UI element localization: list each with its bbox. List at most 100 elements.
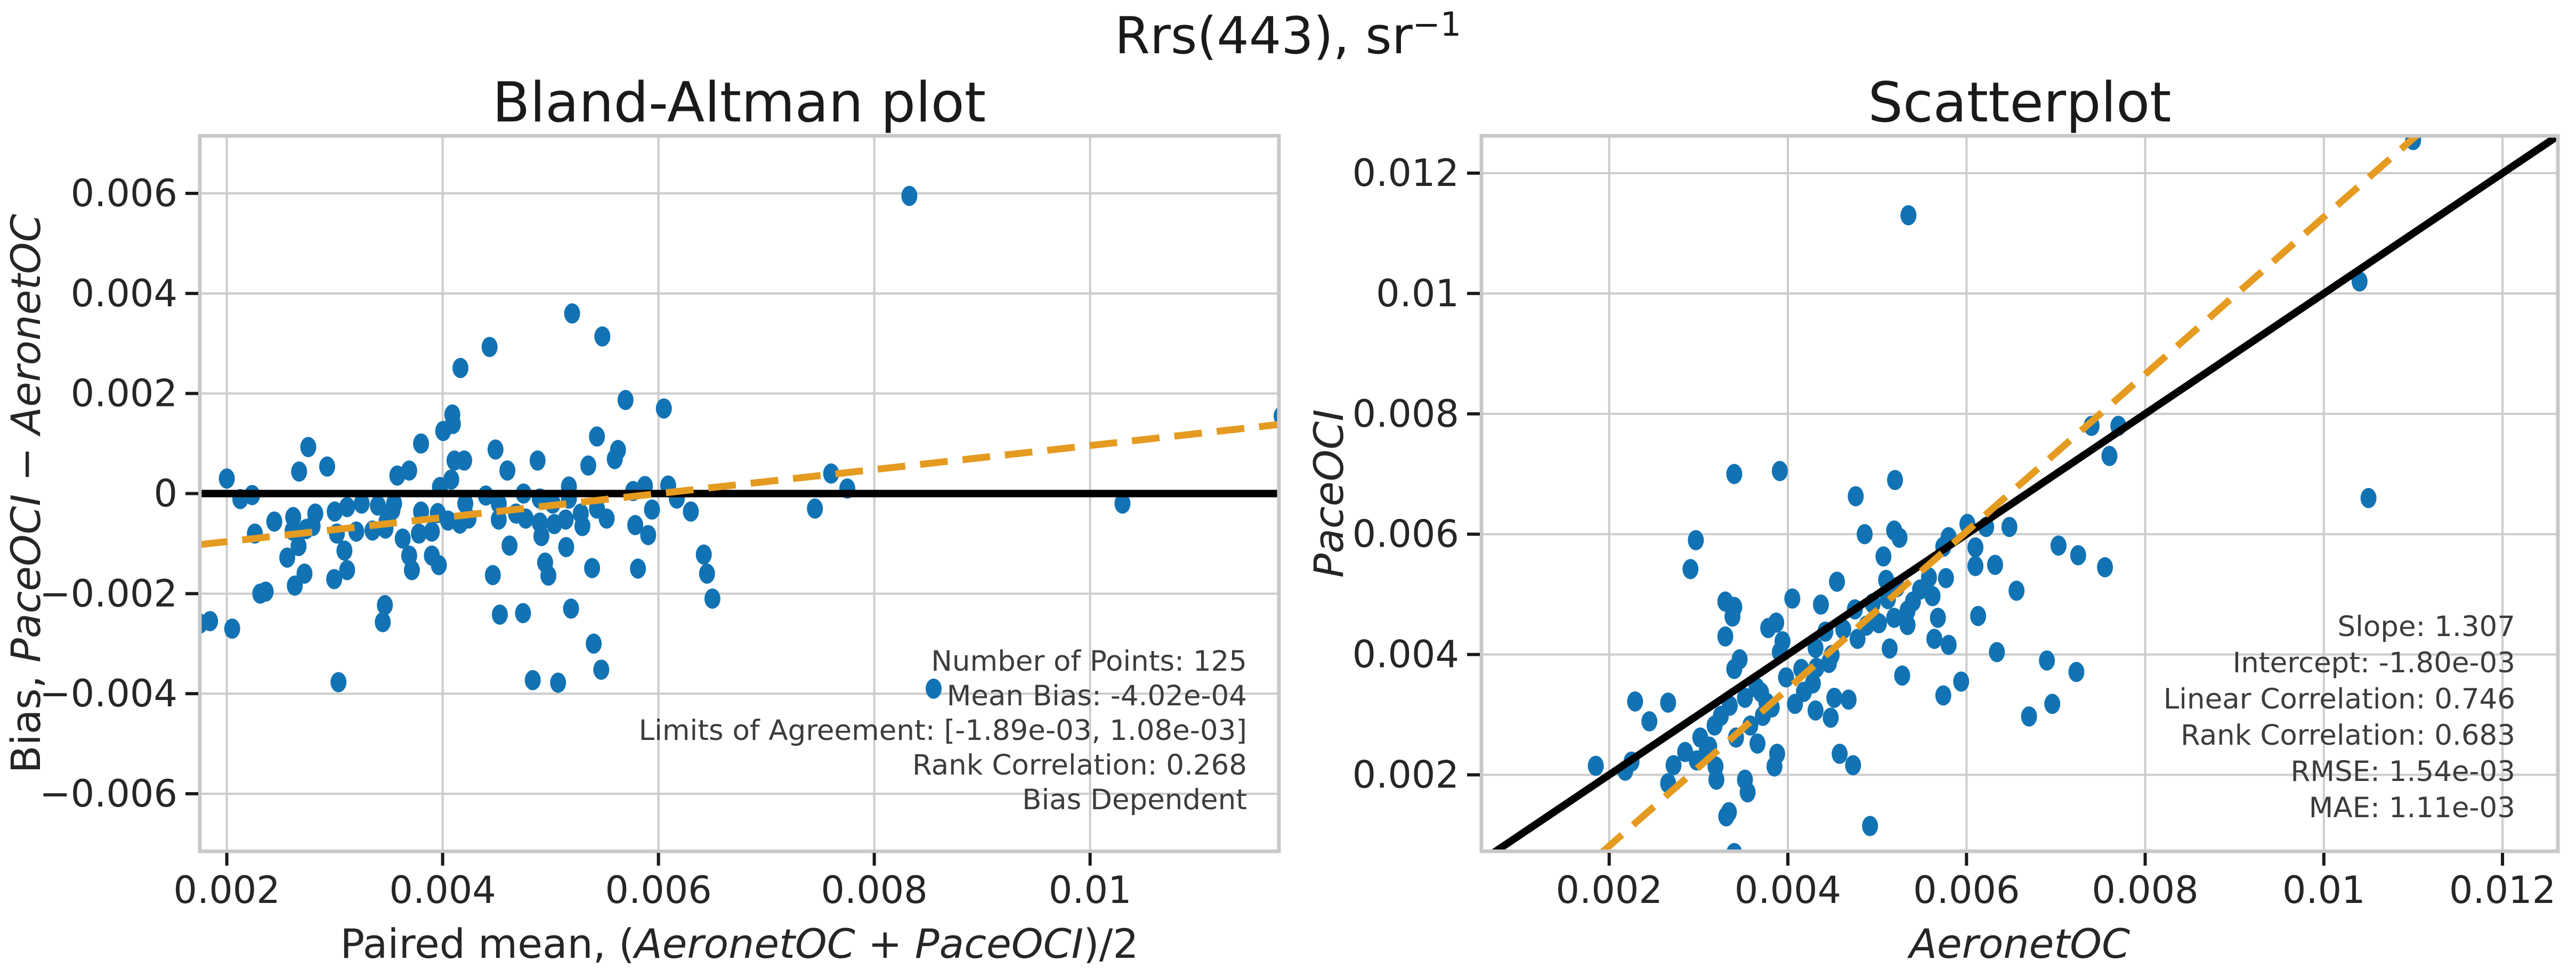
data-point — [224, 618, 240, 639]
data-point — [330, 672, 347, 693]
data-point — [2360, 487, 2377, 508]
data-point — [1587, 755, 1604, 776]
data-point — [1987, 555, 2003, 575]
data-point — [339, 496, 355, 517]
data-point — [1845, 755, 1861, 776]
data-point — [1970, 606, 1987, 626]
stats-line: Mean Bias: -4.02e-04 — [947, 680, 1247, 712]
data-point — [1953, 671, 1970, 692]
data-point — [386, 493, 402, 514]
data-point — [2097, 557, 2113, 577]
data-point — [517, 508, 534, 529]
x-tick-label: 0.01 — [2282, 868, 2366, 912]
data-point — [1778, 667, 1794, 688]
data-point — [564, 303, 580, 324]
bland-altman-title: Bland-Altman plot — [492, 71, 986, 135]
data-point — [1688, 530, 1704, 551]
data-point — [2050, 535, 2067, 556]
y-axis-label-part: Bias, — [2, 663, 50, 774]
stats-line: Limits of Agreement: [-1.89e-03, 1.08e-0… — [639, 714, 1247, 747]
data-point — [1891, 527, 1908, 548]
x-axis-label: AeronetOC — [1907, 920, 2130, 967]
data-point — [435, 421, 451, 442]
data-point — [1935, 685, 1951, 706]
data-point — [537, 552, 553, 573]
y-axis-label-part: PaceOCI — [1305, 409, 1352, 577]
data-point — [1739, 782, 1756, 803]
y-tick-label: 0.004 — [71, 272, 177, 315]
data-point — [546, 514, 563, 534]
data-point — [1641, 711, 1658, 732]
data-point — [1677, 742, 1694, 762]
data-point — [353, 493, 370, 514]
data-point — [326, 569, 343, 590]
x-axis-label-part: + — [855, 920, 915, 967]
data-point — [1749, 733, 1765, 754]
y-axis-label: PaceOCI — [1305, 409, 1352, 577]
data-point — [501, 535, 518, 556]
data-point — [411, 523, 427, 544]
data-point — [394, 528, 411, 549]
data-point — [699, 563, 715, 584]
axes-spine — [198, 134, 1281, 853]
data-point — [1870, 613, 1887, 633]
stats-line: Intercept: -1.80e-03 — [2233, 647, 2515, 679]
stats-line: MAE: 1.11e-03 — [2309, 792, 2515, 824]
data-point — [586, 633, 602, 654]
data-point — [1887, 470, 1903, 491]
data-point — [1862, 816, 1878, 836]
x-axis-label-part: Paired mean, ( — [340, 920, 634, 967]
data-point — [533, 526, 549, 547]
data-point — [1899, 615, 1916, 636]
bland-altman-plot: 0.002 0.004 0.006 0.008 0.01 0.006 0.004 0.002 0… — [2, 134, 1281, 967]
data-point — [290, 536, 307, 557]
suptitle-base: Rrs(443), sr — [1115, 7, 1413, 66]
data-point — [499, 460, 516, 481]
data-point — [1737, 687, 1753, 708]
y-tick-label: 0.01 — [1376, 272, 1459, 315]
data-point — [1894, 665, 1910, 686]
data-point — [1718, 806, 1735, 827]
data-point — [1886, 607, 1902, 628]
data-point — [1813, 594, 1829, 615]
data-point — [589, 426, 605, 447]
y-tick-label: 0.002 — [1352, 753, 1459, 797]
data-point — [252, 583, 269, 604]
x-tick-label: 0.008 — [821, 868, 927, 912]
data-point — [490, 509, 507, 530]
x-tick-label: 0.004 — [389, 868, 496, 912]
data-point — [389, 465, 406, 486]
x-axis-label-part: PaceOCI — [915, 920, 1083, 967]
data-point — [446, 450, 463, 471]
data-point — [515, 603, 531, 623]
data-point — [524, 670, 541, 690]
data-point — [484, 565, 501, 585]
data-point — [594, 326, 611, 347]
x-tick-label: 0.002 — [173, 868, 280, 912]
figure-suptitle: Rrs(443), sr−1 — [1115, 5, 1461, 66]
data-point — [1726, 658, 1743, 679]
data-point — [683, 501, 699, 522]
data-point — [413, 433, 430, 454]
x-axis-label-part: )/2 — [1083, 920, 1139, 967]
data-point — [1848, 486, 1864, 507]
data-point — [1900, 205, 1917, 226]
data-point — [655, 398, 672, 419]
y-tick-label: 0 — [153, 472, 177, 516]
data-point — [487, 439, 504, 460]
data-point — [640, 525, 657, 546]
data-point — [926, 678, 942, 699]
y-tick-label: 0.004 — [1352, 633, 1459, 677]
y-tick-label: −0.002 — [39, 572, 177, 615]
stats-line: Rank Correlation: 0.683 — [2181, 719, 2515, 752]
data-point — [1807, 700, 1824, 721]
data-point — [440, 510, 456, 531]
scatterplot: 0.002 0.004 0.006 0.008 0.01 0.012 0.002 0.004 0… — [1305, 134, 2560, 967]
data-point — [2021, 706, 2037, 727]
data-point — [287, 575, 303, 596]
y-tick-label: 0.008 — [1352, 392, 1459, 436]
x-tick-label: 0.006 — [1913, 868, 2020, 912]
data-point — [1840, 689, 1857, 710]
stats-line: Number of Points: 125 — [931, 645, 1247, 678]
data-point — [1989, 642, 2005, 663]
